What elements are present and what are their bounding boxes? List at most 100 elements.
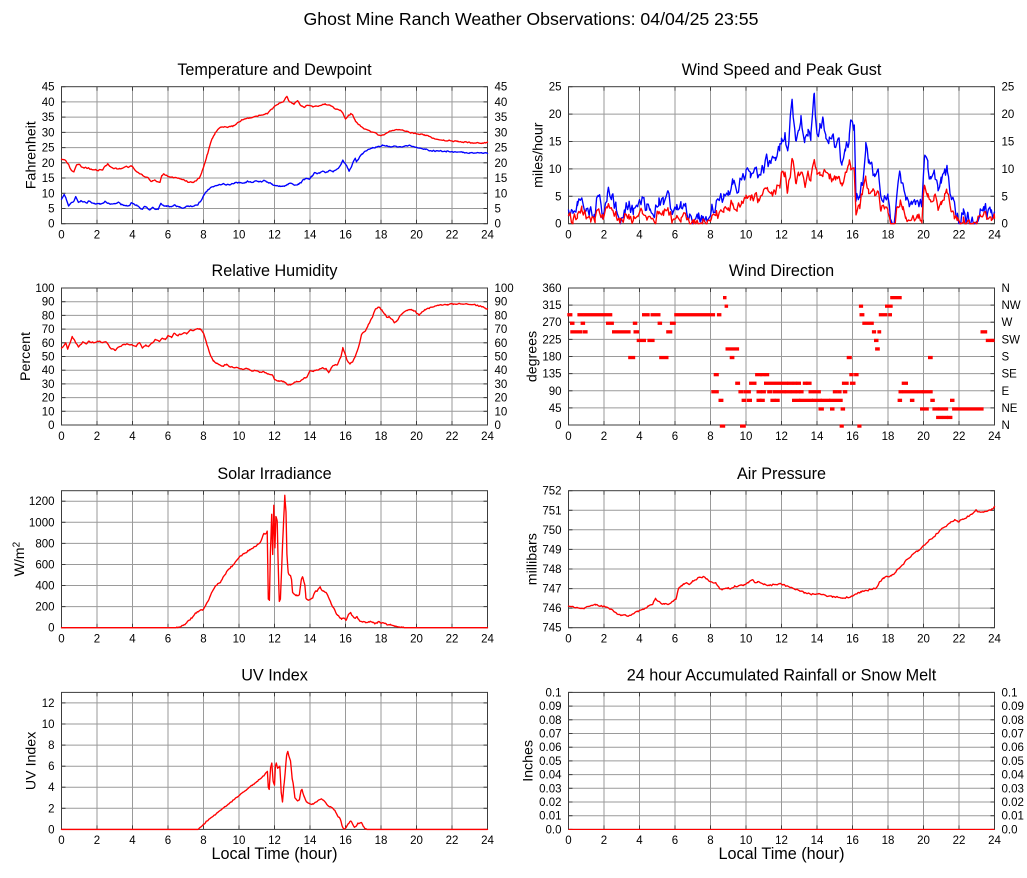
svg-text:12: 12	[42, 698, 55, 710]
svg-text:752: 752	[542, 486, 561, 498]
svg-text:18: 18	[375, 431, 388, 443]
svg-text:600: 600	[35, 560, 54, 572]
svg-text:0: 0	[1002, 219, 1008, 231]
svg-text:20: 20	[410, 634, 423, 646]
svg-text:270: 270	[542, 317, 561, 329]
svg-text:UV Index: UV Index	[24, 732, 40, 790]
svg-text:0.02: 0.02	[539, 797, 561, 809]
svg-text:0: 0	[48, 420, 54, 432]
svg-text:NW: NW	[1002, 300, 1021, 312]
svg-text:16: 16	[339, 634, 352, 646]
svg-text:0.01: 0.01	[1002, 811, 1024, 823]
svg-text:25: 25	[1002, 82, 1015, 94]
svg-text:18: 18	[882, 835, 895, 847]
svg-text:2: 2	[601, 835, 607, 847]
svg-text:14: 14	[811, 431, 824, 443]
svg-text:18: 18	[375, 634, 388, 646]
svg-text:14: 14	[811, 634, 824, 646]
svg-text:10: 10	[233, 431, 246, 443]
svg-text:800: 800	[35, 538, 54, 550]
svg-text:8: 8	[707, 634, 713, 646]
svg-text:0.0: 0.0	[1002, 824, 1018, 836]
svg-text:2: 2	[94, 431, 100, 443]
svg-text:0: 0	[58, 431, 64, 443]
svg-text:0.08: 0.08	[1002, 715, 1024, 727]
svg-text:10: 10	[233, 835, 246, 847]
svg-text:20: 20	[549, 109, 562, 121]
svg-text:0: 0	[48, 824, 54, 836]
svg-text:0: 0	[48, 219, 54, 231]
svg-text:6: 6	[672, 634, 678, 646]
svg-text:22: 22	[446, 230, 459, 242]
svg-text:24: 24	[988, 431, 1001, 443]
svg-text:0.06: 0.06	[539, 742, 561, 754]
svg-text:0.0: 0.0	[546, 824, 562, 836]
svg-text:4: 4	[636, 634, 643, 646]
svg-text:Local Time (hour): Local Time (hour)	[719, 845, 845, 863]
svg-text:70: 70	[42, 324, 55, 336]
svg-text:10: 10	[740, 634, 753, 646]
svg-text:90: 90	[549, 386, 562, 398]
svg-text:5: 5	[48, 204, 54, 216]
svg-text:UV Index: UV Index	[241, 667, 308, 685]
svg-text:0.07: 0.07	[1002, 729, 1024, 741]
svg-text:10: 10	[495, 188, 508, 200]
svg-text:20: 20	[410, 230, 423, 242]
svg-text:2: 2	[94, 230, 100, 242]
svg-text:Percent: Percent	[18, 332, 34, 381]
svg-text:miles/hour: miles/hour	[530, 122, 546, 188]
svg-text:2: 2	[94, 835, 100, 847]
svg-text:millibars: millibars	[524, 533, 540, 585]
svg-text:60: 60	[42, 338, 55, 350]
svg-text:8: 8	[200, 835, 206, 847]
svg-text:24 hour Accumulated Rainfall o: 24 hour Accumulated Rainfall or Snow Mel…	[627, 667, 937, 685]
svg-text:12: 12	[268, 230, 281, 242]
svg-text:12: 12	[775, 230, 788, 242]
svg-text:0.08: 0.08	[539, 715, 561, 727]
svg-text:90: 90	[42, 297, 55, 309]
svg-text:0: 0	[565, 230, 571, 242]
svg-text:22: 22	[953, 835, 966, 847]
svg-text:2: 2	[48, 803, 54, 815]
svg-text:2: 2	[601, 634, 607, 646]
svg-text:24: 24	[481, 230, 494, 242]
svg-text:22: 22	[446, 835, 459, 847]
svg-text:0: 0	[565, 634, 571, 646]
svg-text:6: 6	[672, 835, 678, 847]
svg-text:10: 10	[42, 406, 55, 418]
svg-text:35: 35	[42, 112, 55, 124]
svg-text:80: 80	[42, 310, 55, 322]
svg-text:80: 80	[495, 310, 508, 322]
svg-text:0.09: 0.09	[1002, 701, 1024, 713]
svg-text:25: 25	[495, 143, 508, 155]
svg-text:30: 30	[42, 127, 55, 139]
svg-text:22: 22	[446, 634, 459, 646]
svg-text:16: 16	[339, 431, 352, 443]
svg-text:Temperature and Dewpoint: Temperature and Dewpoint	[177, 61, 372, 79]
svg-text:5: 5	[1002, 191, 1008, 203]
svg-text:10: 10	[233, 634, 246, 646]
svg-text:1000: 1000	[29, 517, 55, 529]
svg-text:18: 18	[375, 835, 388, 847]
svg-text:24: 24	[988, 634, 1001, 646]
svg-text:24: 24	[988, 230, 1001, 242]
svg-text:8: 8	[200, 431, 206, 443]
svg-text:N: N	[1002, 420, 1010, 432]
svg-text:0.05: 0.05	[539, 756, 561, 768]
svg-text:400: 400	[35, 581, 54, 593]
svg-text:4: 4	[636, 835, 643, 847]
svg-text:24: 24	[481, 431, 494, 443]
svg-text:Wind Direction: Wind Direction	[729, 262, 834, 280]
svg-text:0: 0	[555, 219, 561, 231]
svg-text:6: 6	[165, 835, 171, 847]
svg-text:10: 10	[740, 230, 753, 242]
svg-text:0.02: 0.02	[1002, 797, 1024, 809]
svg-text:10: 10	[495, 406, 508, 418]
svg-text:751: 751	[542, 505, 561, 517]
svg-text:10: 10	[1002, 164, 1015, 176]
svg-text:14: 14	[811, 835, 824, 847]
svg-text:25: 25	[549, 82, 562, 94]
svg-text:4: 4	[129, 431, 136, 443]
svg-text:14: 14	[304, 431, 317, 443]
svg-text:0: 0	[495, 420, 501, 432]
